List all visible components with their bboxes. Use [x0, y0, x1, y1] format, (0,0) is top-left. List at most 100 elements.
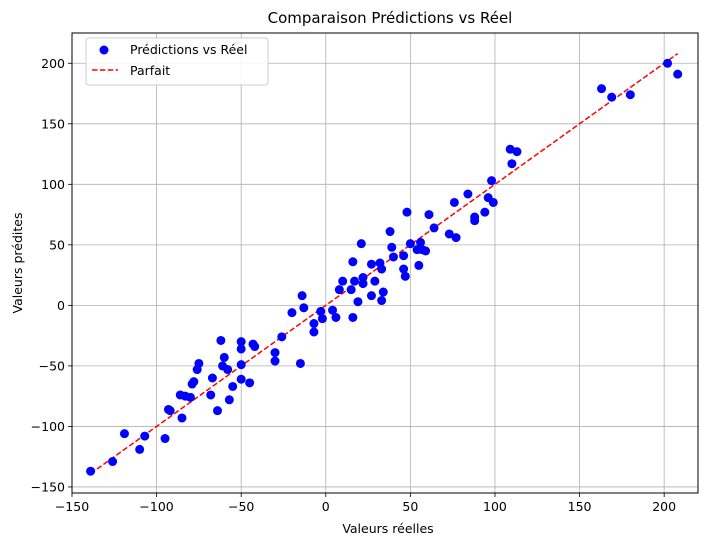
data-point — [480, 207, 490, 217]
x-tick-label: 50 — [402, 499, 418, 514]
x-tick-label: −150 — [55, 499, 89, 514]
y-axis-label: Valeurs prédites — [10, 213, 25, 314]
y-tick-label: 0 — [57, 298, 65, 313]
data-point — [488, 197, 498, 207]
data-point — [400, 271, 410, 281]
x-axis-label: Valeurs réelles — [342, 521, 433, 536]
legend-box — [85, 37, 269, 86]
data-point — [416, 237, 426, 247]
data-point — [219, 352, 229, 362]
data-point — [366, 291, 376, 301]
scatter-points — [86, 58, 683, 476]
data-point — [270, 348, 280, 358]
data-point — [597, 84, 607, 94]
data-point — [366, 259, 376, 269]
data-point — [213, 406, 223, 416]
data-point — [165, 406, 175, 416]
plot-frame — [71, 32, 699, 494]
data-point — [108, 457, 118, 467]
y-tick-label: 100 — [41, 177, 65, 192]
data-point — [348, 312, 358, 322]
data-point — [487, 176, 497, 186]
data-point — [414, 260, 424, 270]
data-point — [507, 159, 517, 169]
data-point — [387, 242, 397, 252]
data-point — [378, 287, 388, 297]
data-point — [358, 279, 368, 289]
data-point — [399, 251, 409, 261]
data-point — [297, 291, 307, 301]
data-point — [287, 308, 297, 318]
x-tick-label: 100 — [483, 499, 507, 514]
data-point — [429, 223, 439, 233]
data-point — [338, 276, 348, 286]
data-point — [86, 466, 96, 476]
data-point — [119, 429, 129, 439]
data-point — [607, 92, 617, 102]
data-point — [463, 189, 473, 199]
data-point — [470, 216, 480, 226]
x-tick-label: −50 — [228, 499, 254, 514]
chart-title: Comparaison Prédictions vs Réel — [268, 9, 513, 27]
data-point — [346, 285, 356, 295]
data-point — [194, 358, 204, 368]
data-point — [399, 264, 409, 274]
y-tick-label: −100 — [31, 419, 65, 434]
data-point — [236, 337, 246, 347]
data-point — [206, 390, 216, 400]
data-point — [185, 392, 195, 402]
legend-marker-predictions — [99, 45, 109, 55]
data-point — [328, 305, 338, 315]
data-point — [160, 434, 170, 444]
data-point — [388, 252, 398, 262]
y-tick-label: 200 — [41, 56, 65, 71]
data-point — [377, 264, 387, 274]
data-point — [189, 377, 199, 387]
data-point — [353, 297, 363, 307]
data-point — [299, 303, 309, 313]
x-tick-label: −100 — [139, 499, 173, 514]
data-point — [348, 257, 358, 267]
data-point — [673, 69, 683, 79]
data-point — [625, 90, 635, 100]
data-point — [370, 276, 380, 286]
data-point — [663, 58, 673, 68]
data-point — [317, 314, 327, 324]
data-point — [505, 144, 515, 154]
data-point — [224, 395, 234, 405]
data-point — [402, 207, 412, 217]
data-point — [295, 358, 305, 368]
data-point — [316, 306, 326, 316]
y-tick-label: −50 — [39, 358, 65, 373]
x-axis-ticks: −150 −100 −50 0 50 100 150 200 — [55, 493, 676, 514]
data-point — [223, 365, 233, 375]
data-point — [405, 239, 415, 249]
data-point — [216, 335, 226, 345]
data-point — [451, 233, 461, 243]
y-tick-label: 150 — [41, 116, 65, 131]
legend-label-predictions: Prédictions vs Réel — [130, 42, 247, 57]
data-point — [140, 431, 150, 441]
data-point — [236, 344, 246, 354]
data-point — [385, 227, 395, 237]
data-point — [207, 373, 217, 383]
data-point — [309, 319, 319, 329]
x-tick-label: 200 — [652, 499, 676, 514]
legend-label-parfait: Parfait — [130, 63, 170, 78]
data-point — [236, 374, 246, 384]
data-point — [512, 147, 522, 157]
data-point — [444, 229, 454, 239]
data-point — [270, 356, 280, 366]
data-point — [135, 444, 145, 454]
data-point — [277, 332, 287, 342]
data-point — [449, 197, 459, 207]
grid — [71, 33, 698, 493]
data-point — [228, 381, 238, 391]
data-point — [309, 327, 319, 337]
data-point — [377, 296, 387, 306]
y-tick-label: −150 — [31, 479, 65, 494]
data-point — [421, 246, 431, 256]
y-tick-label: 50 — [49, 237, 65, 252]
